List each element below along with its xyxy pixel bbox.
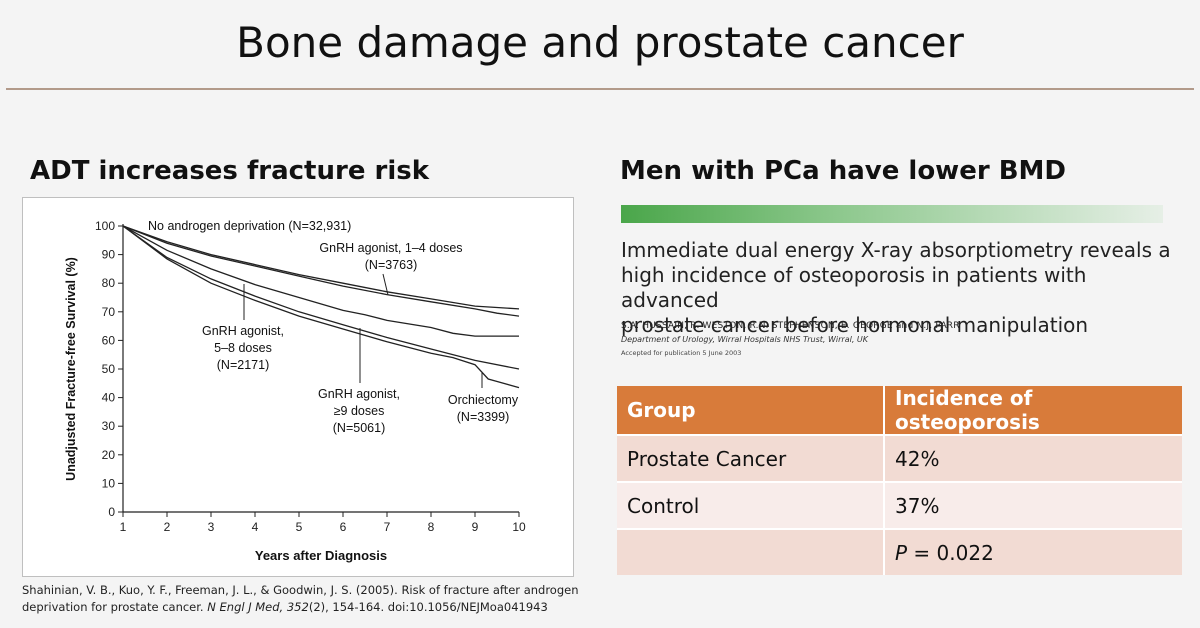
series-annotation: (N=2171) bbox=[217, 358, 269, 372]
slide-title: Bone damage and prostate cancer bbox=[236, 18, 964, 67]
x-tick-label: 6 bbox=[340, 520, 347, 534]
table-header-row: Group Incidence of osteoporosis bbox=[617, 386, 1182, 435]
paper-title-line: Immediate dual energy X-ray absorptiomet… bbox=[621, 238, 1171, 262]
y-tick-label: 60 bbox=[102, 333, 116, 347]
y-tick-label: 90 bbox=[102, 248, 116, 262]
x-tick-label: 5 bbox=[296, 520, 303, 534]
table-row: Prostate Cancer 42% bbox=[617, 434, 1182, 482]
series-line bbox=[122, 225, 519, 337]
series-annotation: GnRH agonist, 1–4 doses bbox=[319, 241, 462, 255]
table-cell: Control bbox=[617, 481, 884, 529]
table-header: Group bbox=[617, 386, 884, 435]
paper-title-line: high incidence of osteoporosis in patien… bbox=[621, 263, 1087, 312]
y-tick-label: 0 bbox=[108, 505, 115, 519]
paper-authors: S.A. HUSSAIN, R. WESTON, R.N. STEPHENSON… bbox=[621, 321, 960, 331]
citation-text: Shahinian, V. B., Kuo, Y. F., Freeman, J… bbox=[22, 583, 579, 614]
right-heading: Men with PCa have lower BMD bbox=[620, 156, 1066, 186]
table-cell: 37% bbox=[883, 481, 1182, 529]
x-tick-label: 4 bbox=[252, 520, 259, 534]
series-annotation: GnRH agonist, bbox=[202, 324, 284, 338]
table-cell-empty bbox=[617, 528, 884, 575]
x-tick-label: 3 bbox=[208, 520, 215, 534]
annotation-leader bbox=[382, 273, 389, 296]
series-annotation: GnRH agonist, bbox=[318, 387, 400, 401]
series-line bbox=[122, 225, 520, 370]
y-axis-label: Unadjusted Fracture-free Survival (%) bbox=[64, 257, 78, 481]
x-tick-label: 7 bbox=[384, 520, 391, 534]
y-tick-label: 20 bbox=[102, 448, 116, 462]
series-annotation: (N=3763) bbox=[365, 258, 417, 272]
series-annotation: ≥9 doses bbox=[334, 404, 385, 418]
table-cell: Prostate Cancer bbox=[617, 434, 884, 482]
citation-rest: (2), 154-164. doi:10.1056/NEJMoa041943 bbox=[308, 600, 548, 614]
paper-accepted: Accepted for publication 5 June 2003 bbox=[621, 349, 742, 357]
fracture-survival-figure: 0 10 20 30 40 50 60 70 80 90 100 1 2 3 4 5 6 7 8 9 10 Years a… bbox=[22, 197, 574, 577]
y-tick-label: 30 bbox=[102, 419, 116, 433]
green-gradient-bar bbox=[621, 205, 1163, 223]
table-cell: 42% bbox=[883, 434, 1182, 482]
citation: Shahinian, V. B., Kuo, Y. F., Freeman, J… bbox=[22, 582, 582, 616]
y-tick-label: 70 bbox=[102, 305, 116, 319]
title-divider bbox=[6, 88, 1194, 90]
x-tick-label: 2 bbox=[164, 520, 171, 534]
table-row: P = 0.022 bbox=[617, 528, 1182, 575]
table-header: Incidence of osteoporosis bbox=[883, 386, 1182, 435]
series-line bbox=[122, 225, 520, 310]
p-value-cell: P = 0.022 bbox=[883, 528, 1182, 575]
y-tick-label: 10 bbox=[102, 476, 116, 490]
paper-affiliation: Department of Urology, Wirral Hospitals … bbox=[621, 335, 869, 344]
series-line bbox=[122, 225, 520, 389]
paper-title-line: prostate cancer before hormonal manipula… bbox=[621, 313, 1089, 337]
fracture-survival-chart: 0 10 20 30 40 50 60 70 80 90 100 1 2 3 4 5 6 7 8 9 10 Years a… bbox=[64, 219, 526, 563]
y-tick-label: 40 bbox=[102, 391, 116, 405]
x-tick-label: 8 bbox=[428, 520, 435, 534]
y-tick-label: 50 bbox=[102, 362, 116, 376]
osteoporosis-table: Group Incidence of osteoporosis Prostate… bbox=[617, 386, 1182, 575]
series-annotation: (N=3399) bbox=[457, 410, 509, 424]
y-tick-label: 80 bbox=[102, 276, 116, 290]
left-heading: ADT increases fracture risk bbox=[30, 156, 430, 186]
series-annotation: 5–8 doses bbox=[214, 341, 272, 355]
paper-title: Immediate dual energy X-ray absorptiomet… bbox=[621, 238, 1181, 338]
series-annotation: No androgen deprivation (N=32,931) bbox=[148, 219, 351, 233]
series-annotation: (N=5061) bbox=[333, 421, 385, 435]
y-tick-label: 100 bbox=[95, 219, 115, 233]
x-tick-label: 9 bbox=[472, 520, 479, 534]
x-axis-label: Years after Diagnosis bbox=[255, 548, 387, 563]
series-annotation: Orchiectomy bbox=[448, 393, 519, 407]
x-tick-label: 1 bbox=[120, 520, 127, 534]
citation-journal: N Engl J Med, 352 bbox=[207, 600, 309, 614]
x-tick-label: 10 bbox=[512, 520, 526, 534]
p-value: = 0.022 bbox=[907, 540, 994, 565]
table-row: Control 37% bbox=[617, 481, 1182, 529]
p-label: P bbox=[895, 540, 908, 565]
series-line bbox=[122, 225, 520, 317]
